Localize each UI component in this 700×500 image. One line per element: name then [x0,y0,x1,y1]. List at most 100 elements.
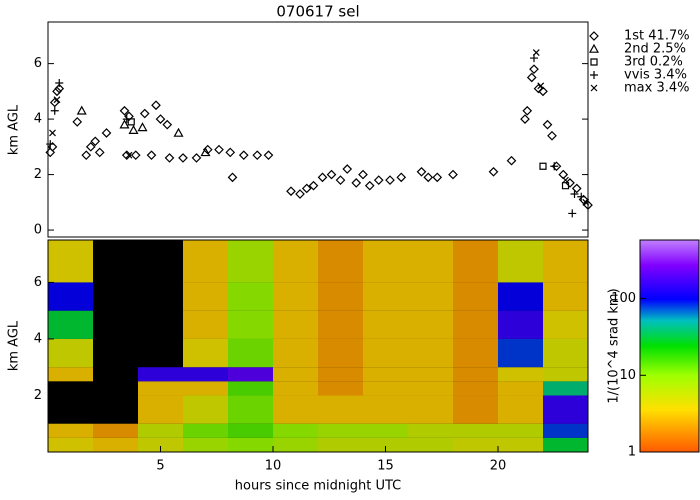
marker-diamond [308,180,319,191]
x-tick-label: 5 [156,459,164,474]
marker-diamond [155,114,166,124]
heatmap-cell [318,423,363,438]
marker-diamond [85,141,96,152]
y-axis-label: km AGL [7,104,22,155]
marker-triangle [200,147,211,157]
marker-diamond [571,183,582,194]
marker-diamond [533,83,544,94]
heatmap-cell [363,310,408,339]
colorbar-tick-label: 10 [619,368,636,383]
heatmap-cell [228,437,273,452]
heatmap-cell [543,381,588,396]
heatmap-cell [453,395,498,424]
x-axis-label: hours since midnight UTC [235,479,401,494]
heatmap-cell [183,310,228,339]
marker-diamond [538,86,548,97]
heatmap-cell [273,367,318,382]
y-tick-label: 2 [34,167,42,182]
marker-diamond [225,147,236,158]
marker-diamond [52,86,62,97]
heatmap-cell [228,338,273,368]
heatmap-cell [408,437,453,452]
heatmap-cell [498,310,543,339]
marker-triangle [76,105,87,115]
colorbar-tick-label: 1 [628,445,636,460]
marker-diamond [542,119,553,130]
heatmap-cell [408,381,453,396]
marker-cross [582,198,590,206]
marker-cross [53,96,61,104]
marker-diamond [373,175,384,185]
heatmap-cell [543,282,588,311]
heatmap-cell [318,437,363,452]
heatmap-cell [498,282,543,311]
heatmap-cell [363,423,408,438]
marker-square [561,182,570,190]
heatmap-cell [498,381,543,396]
marker-diamond [130,150,141,161]
marker-diamond [286,186,296,197]
heatmap-cell [273,423,318,438]
marker-diamond [488,166,499,177]
legend-marker [588,43,600,53]
marker-diamond [358,169,368,180]
marker-diamond [164,153,175,163]
marker-plus [122,115,131,124]
marker-square [539,162,547,170]
heatmap-cell [48,437,93,452]
heatmap-cell [183,395,228,424]
marker-triangle [173,127,184,137]
heatmap-cell [363,381,408,396]
heatmap-cell [138,423,183,438]
heatmap-cell [273,240,318,283]
marker-cross [125,151,133,159]
marker-diamond [178,153,188,163]
heatmap-cell [273,282,318,311]
marker-diamond [252,150,263,161]
marker-diamond [295,189,305,199]
heatmap-cell [228,395,273,424]
colorbar [640,240,699,452]
marker-diamond [263,150,274,161]
marker-plus [550,162,559,171]
legend-label: 2nd 2.5% [624,42,686,57]
marker-diamond [326,169,337,180]
y-tick-label: 4 [34,331,42,346]
heatmap-cell [183,338,228,368]
y-tick-label: 0 [34,223,42,238]
plot-frame [47,239,589,453]
heatmap-cell [453,282,498,311]
heatmap-cell [543,367,588,382]
heatmap-cell [273,395,318,424]
heatmap-cell [498,395,543,424]
heatmap-cell [543,338,588,368]
heatmap-cell [183,367,228,382]
y-tick-label: 2 [34,388,42,403]
marker-diamond [522,105,533,116]
heatmap-cell [453,381,498,396]
marker-diamond [364,180,375,191]
marker-diamond [72,117,83,127]
heatmap-cell [408,310,453,339]
legend-label: 3rd 0.2% [624,55,683,70]
marker-triangle [137,122,148,132]
heatmap-cell [543,395,588,424]
marker-plus [568,209,577,218]
marker-diamond [146,150,157,161]
legend-label: 1st 41.7% [624,29,690,44]
heatmap-cell [318,310,363,339]
heatmap-cell [543,423,588,438]
marker-diamond [526,72,537,83]
heatmap-cell [453,367,498,382]
marker-diamond [119,105,130,116]
marker-diamond [506,155,517,166]
marker-diamond [385,175,395,185]
marker-diamond [121,150,132,161]
heatmap-cell [363,437,408,452]
marker-plus [50,106,59,115]
legend-label: vvis 3.4% [624,68,687,83]
heatmap-cell [408,282,453,311]
marker-diamond [583,200,593,210]
heatmap-cell [363,282,408,311]
